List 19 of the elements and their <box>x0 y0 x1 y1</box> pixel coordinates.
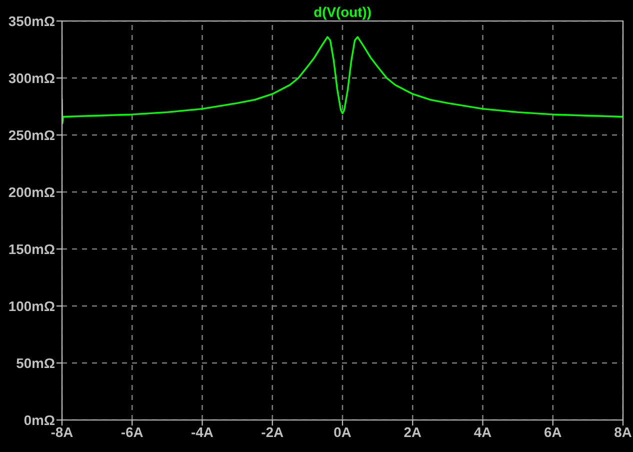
x-tick-label: 6A <box>544 427 562 438</box>
x-tick-label: -4A <box>192 427 214 438</box>
y-tick-label: 350mΩ <box>8 16 54 26</box>
x-tick-label: 0A <box>334 427 352 438</box>
x-tick-label: -6A <box>121 427 143 438</box>
y-tick-label: 50mΩ <box>16 358 54 368</box>
y-tick-label: 150mΩ <box>9 244 54 254</box>
y-tick-label: 200mΩ <box>8 187 54 198</box>
y-tick-label: 300mΩ <box>8 73 54 84</box>
x-tick-label: -8A <box>51 427 73 438</box>
x-tick-label: 8A <box>614 427 632 438</box>
y-tick-label: 0mΩ <box>24 415 54 426</box>
y-tick-label: 100mΩ <box>9 301 54 312</box>
x-tick-label: -2A <box>262 427 284 438</box>
chart-title: d(V(out)) <box>314 6 371 20</box>
line-series <box>62 36 623 124</box>
x-tick-label: 2A <box>404 427 422 438</box>
y-tick-label: 250mΩ <box>8 130 54 140</box>
x-tick-label: 4A <box>474 427 492 438</box>
